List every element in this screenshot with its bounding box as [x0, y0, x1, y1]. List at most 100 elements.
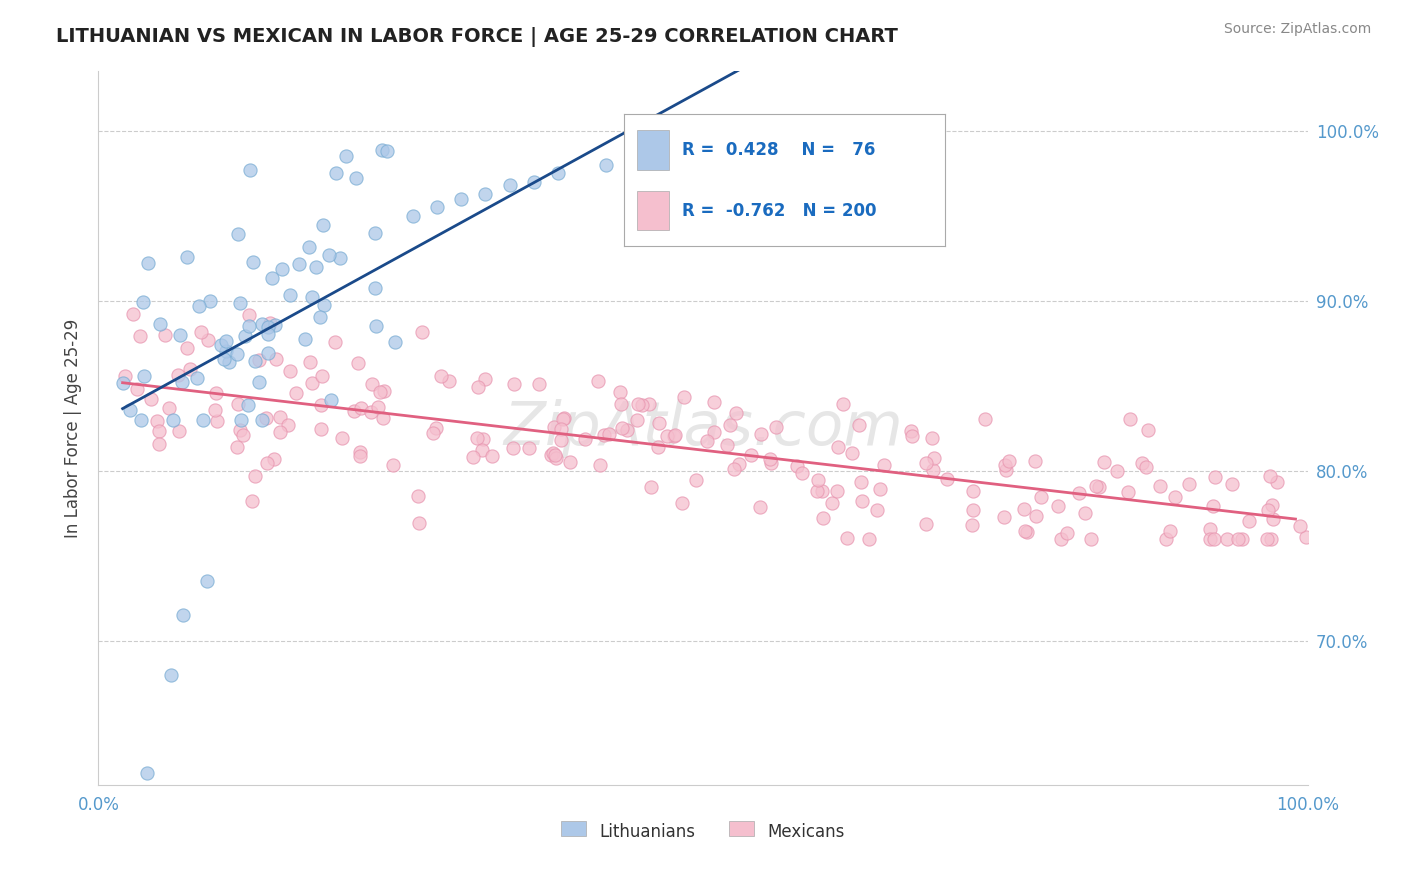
Point: [247, 353, 270, 368]
Point: [936, 472, 959, 486]
Point: [873, 458, 896, 472]
Point: [900, 425, 922, 439]
Point: [239, 163, 262, 178]
Point: [550, 434, 572, 448]
Point: [305, 260, 328, 275]
Point: [609, 385, 631, 400]
Point: [1056, 525, 1078, 540]
Point: [474, 371, 496, 385]
Point: [330, 431, 353, 445]
Point: [204, 403, 226, 417]
Point: [226, 227, 249, 241]
Point: [837, 531, 859, 545]
Point: [765, 420, 787, 434]
Point: [284, 386, 307, 401]
Point: [471, 442, 494, 457]
Point: [1289, 519, 1312, 533]
Point: [1137, 423, 1160, 437]
Point: [827, 440, 849, 454]
Point: [384, 335, 406, 350]
Point: [1226, 532, 1249, 546]
Point: [1024, 454, 1046, 468]
Point: [544, 448, 567, 462]
Point: [257, 326, 280, 341]
Point: [301, 290, 323, 304]
Point: [728, 457, 751, 471]
Point: [1260, 532, 1282, 546]
Point: [349, 445, 371, 459]
Point: [1177, 476, 1199, 491]
Point: [627, 397, 650, 411]
Point: [960, 517, 983, 532]
Point: [848, 418, 870, 433]
Point: [728, 132, 751, 146]
Point: [1257, 502, 1279, 516]
Point: [197, 333, 219, 347]
Point: [472, 432, 495, 446]
Point: [257, 320, 280, 334]
Point: [811, 511, 834, 525]
Point: [831, 397, 853, 411]
Point: [541, 446, 564, 460]
Point: [655, 429, 678, 443]
Point: [228, 397, 250, 411]
Point: [749, 427, 772, 442]
Point: [1105, 464, 1128, 478]
Point: [256, 456, 278, 470]
Point: [922, 463, 945, 477]
Point: [647, 440, 669, 454]
Point: [1239, 514, 1261, 528]
Point: [547, 166, 569, 180]
Point: [346, 356, 368, 370]
Point: [523, 175, 546, 189]
Point: [247, 375, 270, 389]
Point: [502, 442, 524, 456]
Point: [598, 427, 620, 442]
Point: [373, 384, 395, 398]
Point: [280, 363, 302, 377]
Point: [1085, 479, 1108, 493]
Point: [328, 251, 350, 265]
Point: [262, 270, 284, 285]
Point: [761, 456, 783, 470]
Point: [900, 428, 922, 442]
Point: [146, 414, 169, 428]
Point: [1220, 477, 1243, 491]
Point: [498, 178, 520, 193]
Point: [1201, 499, 1223, 513]
Point: [309, 310, 332, 324]
Point: [402, 209, 425, 223]
Point: [540, 448, 562, 462]
Point: [294, 333, 316, 347]
Point: [335, 149, 357, 163]
Point: [1202, 532, 1225, 546]
Point: [382, 458, 405, 473]
Point: [437, 374, 460, 388]
Point: [344, 170, 367, 185]
Point: [238, 308, 260, 322]
Text: ZipAtlas.com: ZipAtlas.com: [503, 399, 903, 458]
Point: [350, 401, 373, 415]
Point: [422, 425, 444, 440]
Point: [232, 428, 254, 442]
Point: [205, 414, 228, 428]
Point: [672, 390, 695, 404]
Point: [1232, 532, 1254, 546]
Point: [257, 346, 280, 360]
Point: [550, 422, 572, 436]
Point: [973, 412, 995, 426]
Point: [993, 509, 1015, 524]
Point: [806, 483, 828, 498]
Point: [132, 368, 155, 383]
Point: [186, 371, 208, 385]
Point: [179, 361, 201, 376]
Point: [723, 462, 745, 476]
Point: [169, 327, 191, 342]
Point: [551, 412, 574, 426]
Point: [631, 398, 654, 412]
Point: [662, 429, 685, 443]
Point: [349, 450, 371, 464]
Point: [125, 382, 148, 396]
Point: [122, 307, 145, 321]
Point: [371, 411, 394, 425]
